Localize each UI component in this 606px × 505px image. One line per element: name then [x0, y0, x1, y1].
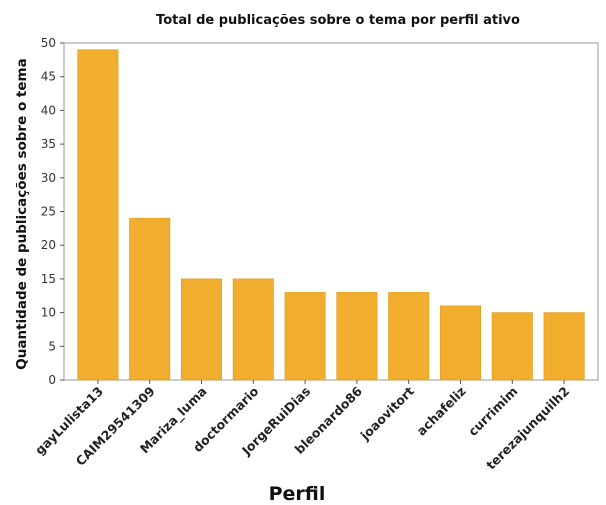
bar-CAIM29541309 [129, 217, 171, 381]
y-tick-label: 30 [41, 171, 56, 185]
y-tick-label: 10 [41, 306, 56, 320]
bars [77, 49, 585, 381]
x-tick-label: currimim [465, 384, 520, 439]
y-tick-label: 0 [48, 373, 56, 387]
y-tick-label: 25 [41, 205, 56, 219]
bar-doctormario [232, 278, 274, 381]
bar-JorgeRuiDias [284, 292, 326, 381]
y-axis-title: Quantidade de publicações sobre o tema [14, 58, 30, 369]
bar-achafeliz [439, 305, 482, 381]
x-tick-label: joaovitort [357, 383, 417, 443]
chart-title: Total de publicações sobre o tema por pe… [156, 13, 520, 28]
bar-currimim [491, 312, 533, 381]
y-tick-label: 35 [41, 137, 56, 151]
y-tick-label: 40 [41, 103, 56, 117]
bar-bleonardo86 [336, 292, 378, 381]
bar-Mariza_luma [180, 278, 223, 381]
y-tick-label: 15 [41, 272, 56, 286]
y-tick-label: 50 [41, 36, 56, 50]
x-axis-ticks: gayLulista13CAIM29541309Mariza_lumadocto… [32, 380, 572, 473]
x-tick-label: achafeliz [414, 384, 469, 439]
y-tick-label: 5 [48, 339, 56, 353]
bar-joaovitort [388, 292, 430, 381]
y-axis-ticks: 0 5 10 15 20 25 30 35 40 45 50 [41, 36, 64, 387]
x-axis-title: Perfil [269, 483, 326, 505]
y-tick-label: 45 [41, 70, 56, 84]
bar-gayLulista13 [77, 49, 119, 381]
y-tick-label: 20 [41, 238, 56, 252]
bar-terezajunquilh2 [543, 312, 585, 381]
